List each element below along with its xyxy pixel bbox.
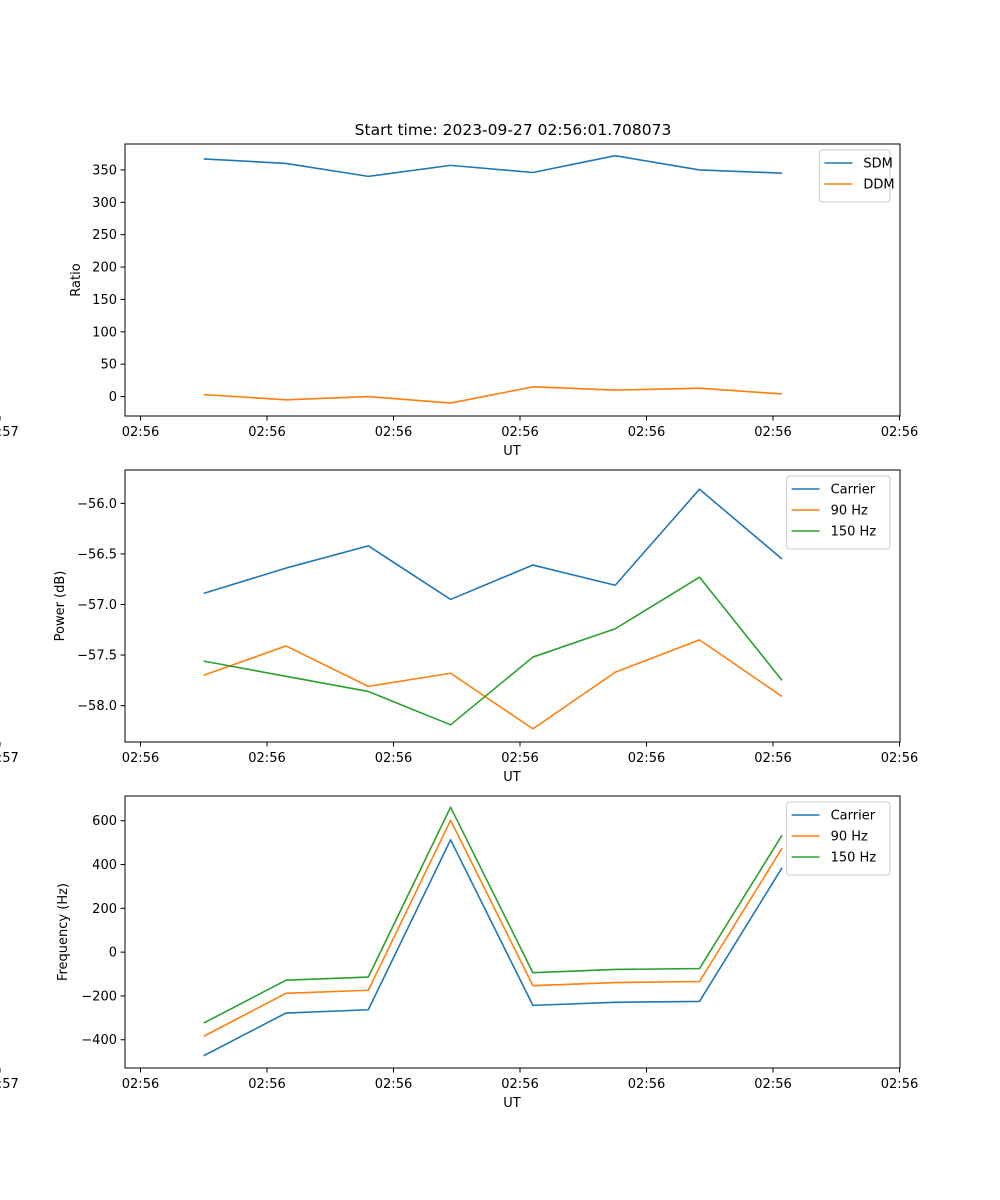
chart-panel-3: 02:56 02:56 02:56 02:56 02:56 02:56 02:56 02:57…: [0, 795, 918, 1111]
x-tick-label: 02:56: [248, 425, 285, 440]
y-tick-label: −56.0: [77, 497, 117, 512]
y-tick-label: 400: [92, 858, 117, 873]
x-tick-label: 02:56: [628, 425, 665, 440]
x-tick-label: 02:56: [881, 425, 918, 440]
x-tick-label: 02:56: [754, 751, 791, 766]
x-tick-label: 02:56: [248, 751, 285, 766]
y-tick-label: 200: [92, 902, 117, 917]
y-tick-label: 300: [92, 196, 117, 211]
series-line-150-hz: [203, 576, 783, 726]
y-axis-label: Frequency (Hz): [56, 883, 71, 981]
y-axis-label: Power (dB): [53, 571, 68, 642]
x-axis-label: UT: [503, 444, 521, 459]
legend: Carrier 90 Hz 150 Hz: [786, 475, 891, 550]
panels: 02:56 02:56 02:56 02:56 02:56 02:56 02:56 02:57…: [0, 143, 918, 1111]
x-tick-label: 02:57: [0, 425, 19, 440]
y-tick-label: 200: [92, 261, 117, 276]
y-tick-label: −56.5: [77, 547, 117, 562]
series-line-150-hz: [203, 806, 783, 1024]
legend-label: 90 Hz: [831, 504, 868, 519]
x-tick-label: 02:56: [248, 1077, 285, 1092]
chart-panel-1: 02:56 02:56 02:56 02:56 02:56 02:56 02:56 02:57…: [0, 143, 918, 459]
y-tick-label: −200: [81, 989, 117, 1004]
y-tick-label: 250: [92, 228, 117, 243]
y-tick-label: −58.0: [77, 699, 117, 714]
y-axis-label: Ratio: [69, 263, 84, 296]
x-tick-label: 02:57: [0, 751, 19, 766]
x-tick-label: 02:56: [501, 425, 538, 440]
x-tick-label: 02:56: [881, 1077, 918, 1092]
series-line-90-hz: [203, 819, 783, 1037]
y-tick-label: −400: [81, 1033, 117, 1048]
x-tick-label: 02:56: [375, 1077, 412, 1092]
x-tick-label: 02:56: [501, 751, 538, 766]
legend-label: SDM: [863, 157, 892, 172]
series-line-ddm: [203, 386, 783, 404]
series-line-carrier: [203, 488, 783, 601]
y-tick-label: 0: [109, 946, 117, 961]
y-tick-label: −57.5: [77, 649, 117, 664]
x-tick-label: 02:56: [122, 425, 159, 440]
legend-label: 90 Hz: [831, 830, 868, 845]
series-line-sdm: [203, 154, 783, 178]
x-tick-label: 02:56: [754, 1077, 791, 1092]
legend-label: Carrier: [831, 483, 876, 498]
x-tick-label: 02:56: [881, 751, 918, 766]
x-tick-label: 02:56: [501, 1077, 538, 1092]
legend-label: DDM: [863, 178, 894, 193]
legend-label: 150 Hz: [831, 851, 877, 866]
x-tick-label: 02:56: [628, 1077, 665, 1092]
y-tick-label: 600: [92, 814, 117, 829]
legend: Carrier 90 Hz 150 Hz: [786, 801, 891, 876]
series-line-carrier: [203, 838, 783, 1057]
y-tick-label: 0: [109, 390, 117, 405]
x-axis-label: UT: [503, 1096, 521, 1111]
y-tick-label: 100: [92, 325, 117, 340]
x-tick-label: 02:56: [122, 1077, 159, 1092]
legend: SDM DDM: [818, 149, 895, 203]
plot-frame: [124, 795, 901, 1069]
legend-label: 150 Hz: [831, 525, 877, 540]
y-tick-label: −57.0: [77, 598, 117, 613]
x-tick-label: 02:56: [375, 751, 412, 766]
chart-panel-2: 02:56 02:56 02:56 02:56 02:56 02:56 02:56 02:57…: [0, 469, 918, 785]
x-axis-label: UT: [503, 770, 521, 785]
y-tick-label: 350: [92, 163, 117, 178]
plot-frame: [124, 143, 901, 417]
series-line-90-hz: [203, 639, 783, 730]
x-tick-label: 02:56: [375, 425, 412, 440]
x-tick-label: 02:56: [754, 425, 791, 440]
plot-frame: [124, 469, 901, 743]
y-tick-label: 150: [92, 293, 117, 308]
legend-label: Carrier: [831, 809, 876, 824]
x-tick-label: 02:56: [122, 751, 159, 766]
figure-title: Start time: 2023-09-27 02:56:01.708073: [355, 121, 672, 139]
x-tick-label: 02:56: [628, 751, 665, 766]
x-tick-label: 02:57: [0, 1077, 19, 1092]
y-tick-label: 50: [100, 358, 117, 373]
